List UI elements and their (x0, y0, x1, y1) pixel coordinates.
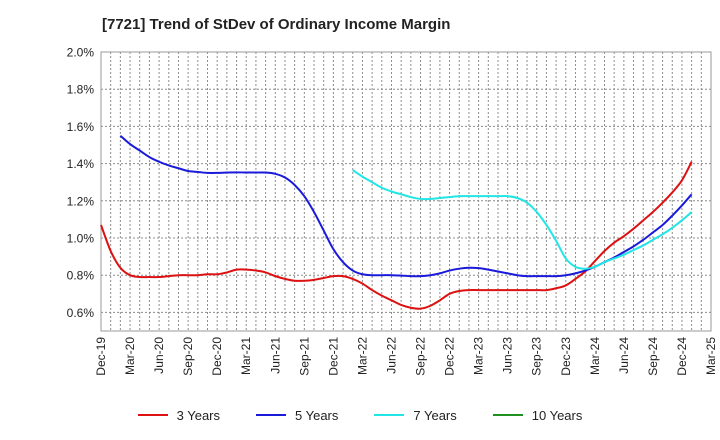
x-tick-label: Mar-20 (123, 337, 137, 375)
legend-label: 7 Years (413, 407, 457, 423)
plot-area (100, 51, 712, 332)
grid (101, 51, 711, 331)
legend: 3 Years 5 Years 7 Years 10 Years (0, 404, 720, 426)
x-tick-label: Jun-20 (152, 337, 166, 374)
y-tick-label: 1.4% (67, 157, 95, 171)
chart-title: [7721] Trend of StDev of Ordinary Income… (102, 16, 451, 33)
x-tick-label: Mar-23 (472, 337, 486, 375)
legend-label: 3 Years (176, 407, 220, 423)
legend-swatch (256, 414, 286, 416)
x-tick-label: Jun-23 (501, 337, 515, 374)
legend-item: 7 Years (374, 407, 457, 423)
x-tick-label: Sep-24 (646, 337, 660, 376)
x-tick-label: Jun-24 (617, 337, 631, 374)
x-tick-label: Mar-25 (704, 337, 718, 375)
series-lines (100, 134, 693, 310)
series-line-3-years (100, 161, 693, 310)
legend-swatch (137, 414, 168, 416)
legend-label: 10 Years (531, 407, 583, 423)
legend-item: 10 Years (492, 407, 583, 423)
x-tick-label: Sep-22 (414, 337, 428, 376)
y-tick-label: 0.6% (67, 306, 95, 320)
series-line-5-years (119, 134, 693, 278)
legend-label: 5 Years (295, 407, 339, 423)
y-tick-label: 0.8% (67, 269, 95, 283)
x-axis-ticks: Dec-19 Mar-20 Jun-20 Sep-20 Dec-20 Mar-21 Jun-… (94, 337, 718, 376)
x-tick-label: Dec-20 (210, 337, 224, 376)
x-tick-label: Dec-19 (94, 337, 108, 376)
x-tick-label: Mar-21 (239, 337, 253, 375)
y-tick-label: 2.0% (67, 46, 95, 60)
x-tick-label: Dec-23 (559, 337, 573, 376)
legend-item: 5 Years (256, 408, 338, 423)
y-axis-ticks: 0.6% 0.8% 1.0% 1.2% 1.4% 1.6% 1.8% 2.0% (67, 46, 95, 320)
series-line-7-years (352, 169, 693, 270)
y-tick-label: 1.0% (67, 232, 95, 246)
y-tick-label: 1.2% (67, 194, 95, 208)
x-tick-label: Sep-20 (181, 337, 195, 376)
legend-swatch (374, 414, 405, 416)
x-tick-label: Dec-24 (675, 337, 689, 376)
y-tick-label: 1.8% (67, 83, 95, 97)
legend-item: 3 Years (137, 407, 220, 423)
x-tick-label: Jun-21 (268, 337, 282, 374)
x-tick-label: Dec-21 (326, 337, 340, 376)
x-tick-label: Dec-22 (443, 337, 457, 376)
x-tick-label: Sep-23 (530, 337, 544, 376)
x-tick-label: Mar-24 (588, 337, 602, 375)
x-tick-label: Sep-21 (297, 337, 311, 376)
y-tick-label: 1.6% (67, 120, 95, 134)
x-tick-label: Mar-22 (355, 337, 369, 375)
x-tick-label: Jun-22 (384, 337, 398, 374)
legend-swatch (492, 414, 523, 416)
